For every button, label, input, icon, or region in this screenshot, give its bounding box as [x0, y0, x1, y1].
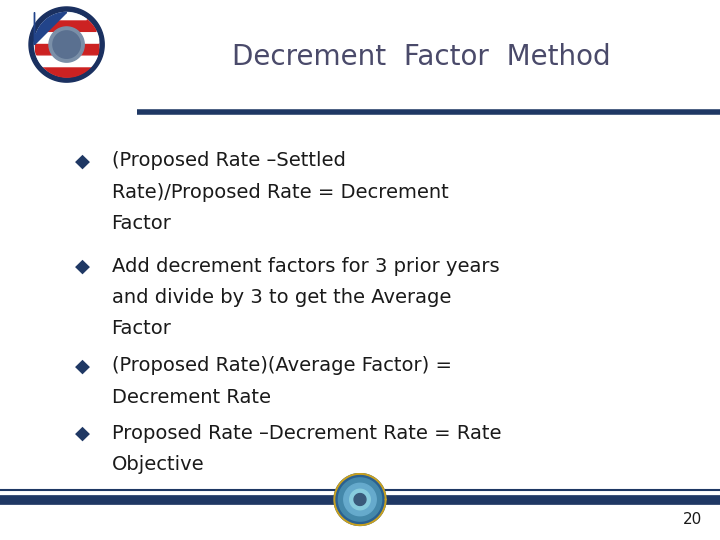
Polygon shape [350, 489, 370, 510]
Text: and divide by 3 to get the Average: and divide by 3 to get the Average [112, 288, 451, 307]
Text: Factor: Factor [112, 319, 171, 338]
Polygon shape [35, 12, 66, 44]
Text: Rate)/Proposed Rate = Decrement: Rate)/Proposed Rate = Decrement [112, 183, 449, 201]
Polygon shape [334, 474, 386, 525]
Polygon shape [344, 483, 376, 516]
Text: 20: 20 [683, 511, 702, 526]
Text: Decrement  Factor  Method: Decrement Factor Method [232, 43, 611, 71]
Text: ◆: ◆ [76, 424, 90, 443]
Text: Proposed Rate –Decrement Rate = Rate: Proposed Rate –Decrement Rate = Rate [112, 424, 501, 443]
Text: (Proposed Rate –Settled: (Proposed Rate –Settled [112, 151, 346, 170]
Polygon shape [354, 494, 366, 505]
Text: Factor: Factor [112, 214, 171, 233]
Polygon shape [49, 27, 84, 62]
Text: Decrement Rate: Decrement Rate [112, 388, 271, 407]
Text: Objective: Objective [112, 455, 204, 474]
Polygon shape [338, 478, 382, 521]
Polygon shape [53, 31, 81, 58]
Text: ◆: ◆ [76, 151, 90, 170]
Text: ◆: ◆ [76, 256, 90, 275]
Polygon shape [35, 12, 99, 77]
Text: Add decrement factors for 3 prior years: Add decrement factors for 3 prior years [112, 256, 499, 275]
Polygon shape [29, 7, 104, 82]
Text: ◆: ◆ [76, 356, 90, 375]
Text: (Proposed Rate)(Average Factor) =: (Proposed Rate)(Average Factor) = [112, 356, 451, 375]
